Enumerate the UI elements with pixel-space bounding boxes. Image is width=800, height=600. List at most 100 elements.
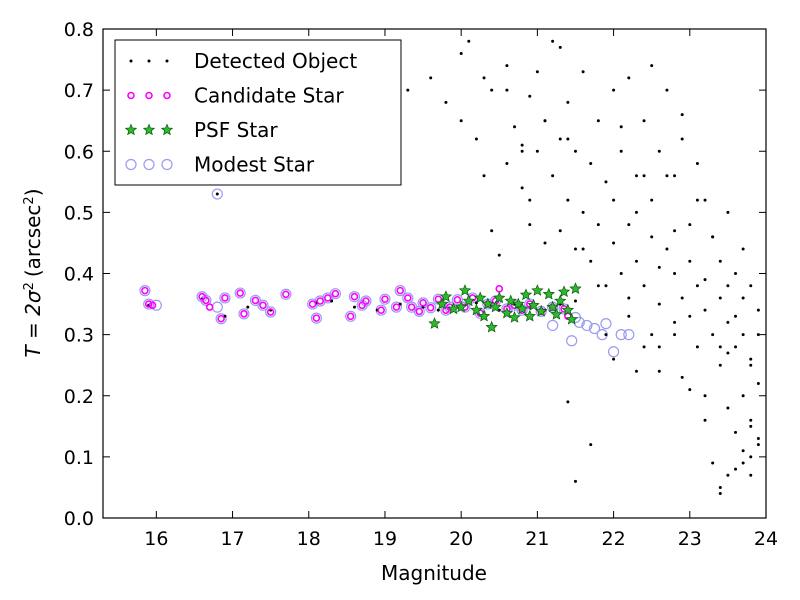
detected-object-point	[703, 198, 707, 202]
detected-object-point	[604, 180, 608, 184]
modest-star-point	[390, 301, 402, 313]
candidate-star-point	[217, 314, 225, 323]
candidate-star-point	[453, 295, 462, 304]
candidate-star-point	[308, 300, 317, 308]
candidate-star-point	[434, 295, 443, 303]
detected-object-point	[581, 247, 585, 251]
detected-object-point	[657, 345, 661, 349]
detected-object-point	[612, 241, 616, 245]
detected-object-point	[459, 51, 463, 55]
detected-object-point	[612, 357, 616, 361]
detected-object-point	[726, 351, 730, 355]
modest-star-point	[402, 292, 414, 304]
detected-object-point	[726, 406, 730, 410]
candidate-star-point	[331, 289, 340, 298]
detected-object-point	[642, 345, 646, 349]
detected-object-point	[444, 100, 448, 104]
detected-object-point	[520, 143, 524, 147]
detected-object-point	[749, 357, 753, 361]
detected-object-point	[749, 424, 753, 428]
detected-object-point	[711, 333, 715, 337]
modest-star-point	[139, 285, 151, 297]
detected-object-point	[520, 149, 524, 153]
psf-star-point	[428, 317, 441, 329]
candidate-star-point	[240, 310, 248, 318]
detected-object-point	[505, 64, 509, 68]
candidate-star-point	[362, 297, 370, 305]
detected-object-point	[627, 296, 631, 300]
detected-object-point	[749, 363, 753, 367]
detected-object-point	[528, 223, 532, 227]
detected-object-point	[734, 314, 738, 318]
psf-star-point	[435, 297, 449, 310]
detected-object-point	[726, 284, 730, 288]
x-tick-label: 18	[297, 528, 321, 550]
detected-object-point	[680, 375, 684, 379]
modest-star-point	[566, 335, 578, 347]
detected-object-point	[398, 302, 402, 306]
detected-object-point	[627, 223, 631, 227]
legend-entries: Detected Object Candidate Star PSF Star Mod…	[124, 49, 357, 177]
y-tick-label: 0.1	[64, 447, 94, 469]
detected-object-point	[711, 461, 715, 465]
detected-object-point	[596, 223, 600, 227]
detected-object-point	[642, 174, 646, 178]
candidate-star-point	[282, 290, 290, 299]
detected-object-point	[482, 76, 486, 80]
detected-object-point	[558, 229, 562, 233]
points-layer	[139, 39, 760, 496]
detected-object-point	[734, 430, 738, 434]
modest-star-point	[280, 288, 292, 300]
modest-star-point	[306, 298, 319, 310]
modest-star-point	[215, 313, 227, 325]
detected-object-point	[726, 320, 730, 324]
modest-star-point	[394, 285, 406, 297]
y-tick-label: 0.2	[64, 386, 94, 408]
detected-object-point	[558, 45, 562, 49]
detected-object-point	[703, 278, 707, 282]
modest-star-point	[451, 294, 463, 306]
detected-object-point	[467, 39, 471, 43]
detected-object-point	[558, 137, 562, 141]
modest-star-point	[234, 287, 246, 299]
candidate-star-point	[205, 303, 214, 311]
detected-object-point	[673, 333, 677, 337]
detected-object-point	[673, 229, 677, 233]
detected-object-point	[650, 235, 654, 239]
candidate-star-point	[415, 307, 424, 316]
detected-object-point	[634, 259, 638, 263]
psf-star-point	[474, 291, 487, 304]
x-tick-label: 19	[373, 528, 397, 550]
detected-object-point	[589, 259, 593, 263]
detected-object-point	[505, 161, 509, 165]
candidate-star-point	[358, 301, 366, 310]
detected-object-point	[490, 229, 494, 233]
x-tick-label: 21	[525, 528, 549, 550]
detected-object-point	[528, 198, 532, 202]
y-tick-label: 0.0	[64, 508, 94, 530]
candidate-star-point	[236, 289, 244, 297]
detected-object-point	[741, 461, 745, 465]
legend-label-detected-object: Detected Object	[194, 49, 357, 73]
psf-star-point	[519, 288, 533, 301]
detected-object-point	[665, 247, 669, 251]
candidate-star-point	[266, 308, 275, 316]
detected-object-point	[673, 174, 677, 178]
detected-object-point	[246, 305, 250, 309]
detected-object-point	[573, 299, 577, 303]
detected-object-point	[573, 149, 577, 153]
detected-object-point	[718, 363, 722, 367]
legend-label-candidate-star: Candidate Star	[194, 84, 344, 108]
detected-object-point	[657, 265, 661, 269]
x-tick-label: 16	[144, 528, 168, 550]
detected-object-point	[680, 137, 684, 141]
modest-star-point	[623, 329, 635, 341]
x-tick-label: 17	[220, 528, 244, 550]
detected-object-point	[566, 400, 570, 404]
psf-star-point	[439, 290, 453, 302]
legend-marker-modest-star	[125, 158, 137, 171]
detected-object-point	[596, 284, 600, 288]
detected-object-point	[680, 296, 684, 300]
psf-star-point	[542, 287, 556, 300]
detected-object-point	[734, 345, 738, 349]
